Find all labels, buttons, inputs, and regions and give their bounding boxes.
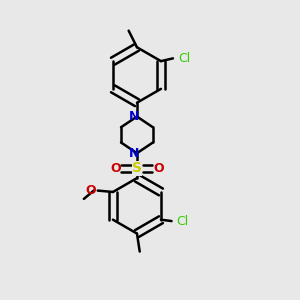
Text: N: N [129, 147, 140, 160]
Text: Cl: Cl [178, 52, 190, 65]
Text: Cl: Cl [176, 214, 189, 228]
Text: N: N [129, 110, 140, 123]
Text: S: S [132, 161, 142, 176]
Text: O: O [85, 184, 96, 197]
Text: O: O [153, 162, 164, 175]
Text: O: O [110, 162, 121, 175]
